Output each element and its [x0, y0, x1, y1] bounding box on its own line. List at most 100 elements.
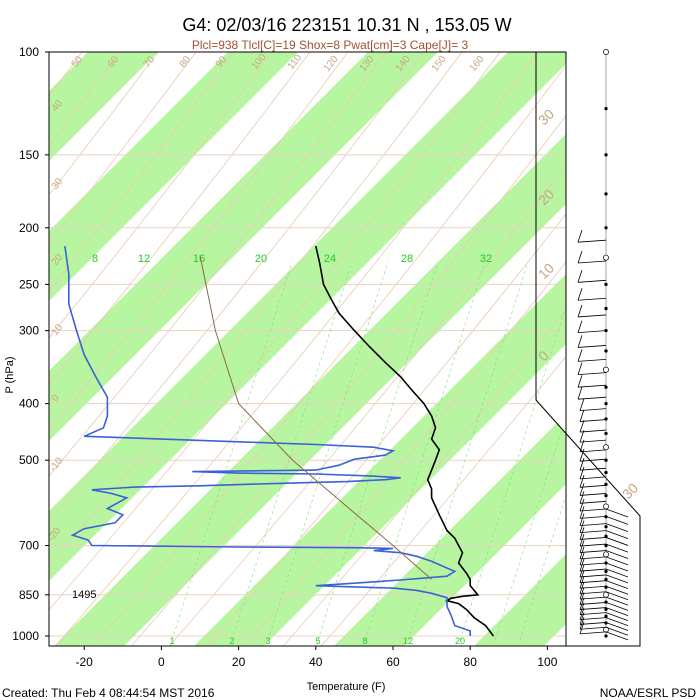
wind-level-marker: [604, 525, 608, 529]
wind-barb-shaft: [577, 396, 607, 400]
wind-barb-shaft: [577, 330, 607, 334]
temperature-axis: -20 0 20 40 60 80 100: [76, 646, 558, 669]
wind-barb-shaft: [577, 314, 607, 318]
adiabat-line: [206, 213, 566, 646]
y-tick-label: 500: [19, 453, 39, 467]
wind-barb-shaft-r: [605, 607, 629, 616]
y-axis-label: P (hPa): [4, 356, 16, 393]
wind-barb-column: [577, 49, 629, 641]
wind-barb-shaft-r: [605, 568, 629, 578]
wind-barb-shaft: [579, 467, 607, 471]
sounding-traces: [64, 245, 495, 637]
wind-barb-shaft: [579, 626, 607, 630]
wind-barb-flag: [577, 304, 583, 318]
wind-level-marker: [604, 153, 608, 157]
wind-barb-shaft: [579, 585, 607, 589]
wind-level-marker: [604, 470, 608, 475]
wind-barb-shaft: [579, 500, 607, 504]
wind-barb-shaft-r: [605, 580, 629, 590]
wind-barb-flag: [579, 592, 585, 605]
mixing-ratio-line: [317, 261, 439, 641]
wind-barb-flag: [577, 349, 583, 362]
wind-barb-shaft-r: [605, 631, 629, 641]
mix-label-b3: 3: [265, 636, 270, 646]
wind-level-marker: [604, 401, 608, 406]
wind-barb-shaft: [579, 556, 607, 560]
wind-barb-shaft: [579, 530, 607, 534]
adiabat-line: [49, 52, 273, 339]
x-axis-label: Temperature (F): [307, 681, 386, 693]
wind-barb-flag: [579, 458, 585, 471]
mix-label-20: 20: [255, 253, 267, 265]
mix-label-24: 24: [324, 253, 336, 265]
wind-barb-shaft: [579, 493, 607, 496]
adiabat-line: [49, 52, 121, 147]
wind-barb-shaft-r: [605, 596, 629, 606]
wind-level-marker: [603, 503, 609, 510]
elevation-annotation: 1495: [72, 589, 96, 601]
adiabat-line: [49, 52, 159, 196]
wind-level-marker: [604, 614, 608, 618]
wind-barb-shaft: [577, 372, 607, 376]
wind-barb-shaft-r: [605, 550, 629, 559]
wind-barb-shaft: [579, 508, 607, 512]
wind-barb-shaft: [579, 574, 607, 578]
mixing-ratio-line: [364, 261, 486, 641]
wind-barb-shaft-r: [605, 556, 629, 566]
wind-barb-shaft: [579, 537, 607, 540]
mixing-ratio-line: [519, 494, 566, 641]
wind-barb-shaft: [579, 631, 607, 635]
sounding-line-2: [199, 255, 432, 580]
wind-level-marker: [604, 192, 608, 196]
adiabat-line: [92, 64, 566, 646]
wind-barb-flag: [579, 419, 585, 433]
mix-label-b12: 12: [403, 636, 413, 646]
mix-label-28: 28: [401, 253, 413, 265]
adiabat-line: [49, 52, 425, 522]
wind-barb-shaft: [577, 358, 607, 362]
wind-barb-flag: [579, 475, 585, 488]
wind-level-marker: [604, 385, 608, 389]
x-tick-label: 80: [464, 655, 478, 669]
wind-barb-shaft: [577, 345, 607, 348]
wind-barb-shaft: [579, 602, 607, 605]
adiabat-line: [49, 52, 235, 292]
wind-barb-flag: [579, 576, 585, 589]
wind-level-marker: [603, 591, 609, 598]
mix-label-b20: 20: [455, 636, 465, 646]
adiabat-side-0: 0: [50, 392, 62, 404]
wind-barb-flag: [579, 607, 585, 620]
wind-barb-shaft-r: [605, 617, 629, 626]
source-credit: NOAA/ESRL PSD: [600, 686, 697, 700]
wind-barb-shaft: [579, 408, 607, 412]
wind-barb-flag: [579, 546, 585, 560]
wind-barb-shaft: [579, 543, 607, 547]
mix-label-b2: 2: [229, 636, 234, 646]
wind-barb-shaft: [579, 419, 607, 422]
wind-barb-shaft: [579, 458, 607, 462]
wind-barb-flag: [579, 430, 585, 443]
mixing-ratio-line: [171, 261, 293, 641]
wind-barb-flag: [579, 570, 585, 583]
wind-barb-flag: [577, 288, 583, 301]
wind-barb-shaft-r: [605, 591, 629, 601]
pressure-axis: 100 150 200 250 300 400 500 700 850 1000: [12, 45, 49, 643]
isotherm-band: [474, 554, 566, 646]
wind-barb-flag: [577, 230, 583, 243]
sounding-line-0: [315, 245, 495, 637]
wind-level-marker: [604, 569, 608, 574]
wind-level-marker: [604, 431, 608, 436]
y-tick-label: 200: [19, 221, 39, 235]
adiabat-line: [282, 308, 566, 646]
mix-label-32: 32: [480, 253, 492, 265]
wind-level-marker: [603, 444, 609, 451]
wind-barb-flag: [579, 621, 585, 635]
dry-adiabats: [49, 52, 566, 646]
wind-level-marker: [604, 493, 608, 498]
wind-barb-flag: [577, 335, 583, 348]
plot-frame: [48, 51, 567, 647]
wind-barb-flag: [577, 250, 583, 264]
wind-barb-flag: [577, 362, 583, 375]
mixing-ratio-lines: [171, 261, 566, 641]
